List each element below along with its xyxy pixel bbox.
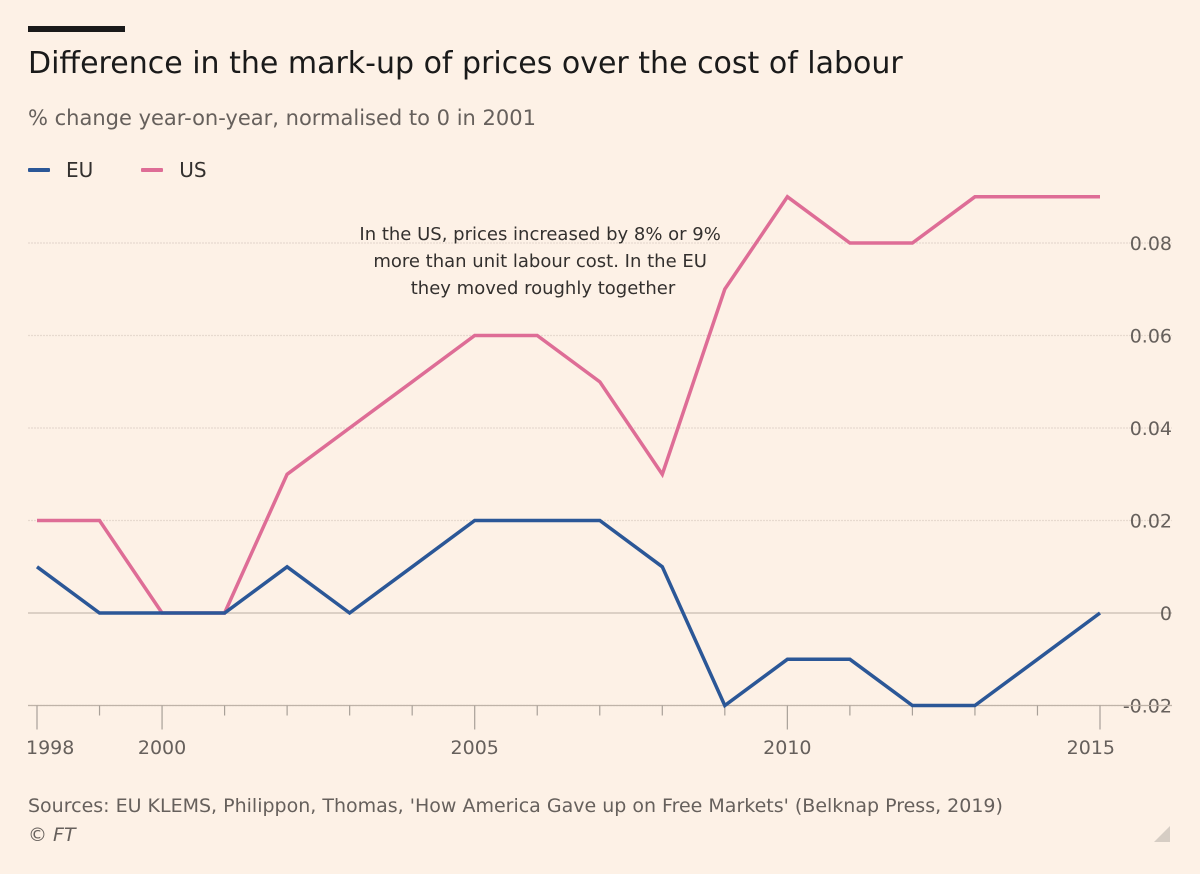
x-tick-label-1: 2000 [138, 737, 186, 759]
x-tick-label-3: 2010 [763, 737, 811, 759]
chart-title: Difference in the mark-up of prices over… [28, 46, 903, 81]
annotation-line-2: more than unit labour cost. In the EU [373, 251, 707, 272]
series-line-eu [35, 518, 1102, 709]
chart-subtitle: % change year-on-year, normalised to 0 i… [28, 106, 536, 130]
series-layer [35, 194, 1102, 709]
legend-swatch-us [141, 168, 164, 172]
legend-swatch-eu [28, 168, 50, 172]
copyright: © FT [28, 824, 76, 846]
y-tick-label-5: -0.02 [1123, 696, 1172, 718]
y-tick-label-2: 0.04 [1130, 418, 1172, 440]
annotation-line-3: they moved roughly together [411, 278, 676, 299]
legend-label-us: US [179, 158, 207, 182]
source-note: Sources: EU KLEMS, Philippon, Thomas, 'H… [28, 795, 1003, 817]
ft-top-bar [28, 26, 125, 32]
axis-layer: 0.08 0.06 0.04 0.02 0 -0.02 1998 2000 2005 2010 20… [26, 233, 1172, 759]
y-tick-label-4: 0 [1160, 603, 1172, 625]
y-tick-label-3: 0.02 [1130, 511, 1172, 533]
x-tick-label-4: 2015 [1067, 737, 1115, 759]
x-tick-label-2: 2005 [451, 737, 499, 759]
annotation-line-1: In the US, prices increased by 8% or 9% [359, 224, 720, 245]
y-tick-label-0: 0.08 [1130, 233, 1172, 255]
legend-label-eu: EU [66, 158, 94, 182]
legend-item-us: US [141, 158, 207, 182]
x-tick-label-0: 1998 [26, 737, 74, 759]
y-tick-label-1: 0.06 [1130, 326, 1172, 348]
legend-item-eu: EU [28, 158, 93, 182]
resize-corner-icon [1154, 826, 1170, 842]
grid-layer [28, 242, 1172, 707]
annotation-text: In the US, prices increased by 8% or 9% … [359, 224, 726, 299]
legend: EU US [28, 158, 255, 182]
